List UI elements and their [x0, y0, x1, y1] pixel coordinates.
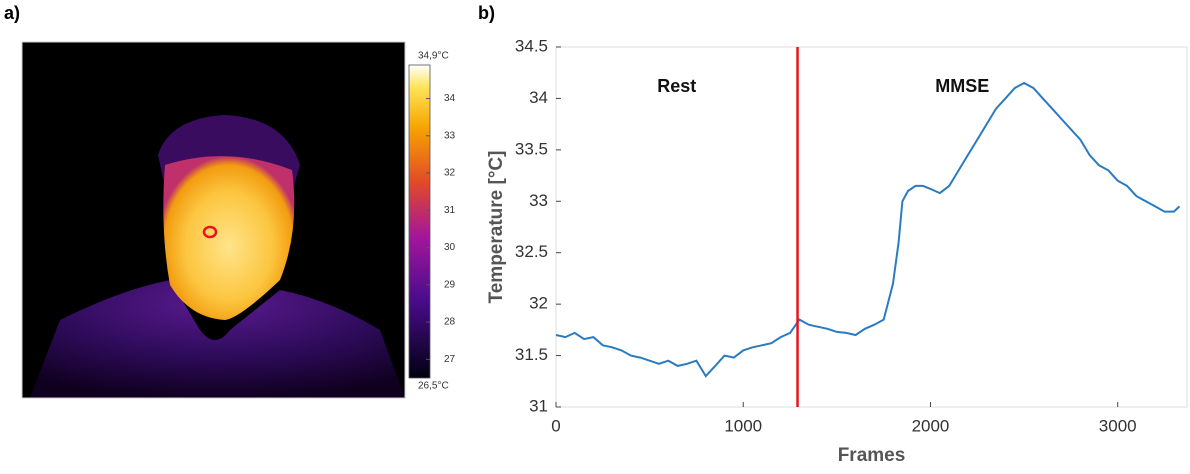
x-tick-label: 0 [551, 416, 560, 435]
colorbar-max-label: 34,9°C [418, 51, 449, 62]
plot-area [555, 46, 1188, 408]
y-tick-label: 31.5 [515, 345, 548, 364]
y-tick-label: 34.5 [515, 36, 548, 55]
x-tick-label: 1000 [724, 416, 762, 435]
x-axis-label: Frames [838, 445, 906, 466]
colorbar-tick-label: 33 [444, 130, 456, 141]
colorbar-tick-label: 34 [444, 93, 456, 104]
colorbar-min-label: 26,5°C [418, 381, 449, 392]
annotation: Rest [657, 76, 696, 96]
body [30, 280, 405, 398]
panel-label: a) [4, 3, 20, 23]
colorbar [408, 64, 431, 379]
colorbar-tick-label: 28 [444, 317, 456, 328]
colorbar-tick-label: 29 [444, 279, 456, 290]
annotation: MMSE [935, 76, 989, 96]
y-tick-label: 33.5 [515, 139, 548, 158]
image-frame [21, 41, 406, 399]
face [163, 156, 295, 320]
thermal-image [21, 41, 406, 399]
y-tick-label: 34 [529, 88, 548, 107]
y-tick-label: 32 [529, 294, 548, 313]
colorbar-tick-label: 32 [444, 168, 456, 179]
y-tick-label: 32.5 [515, 242, 548, 261]
y-tick-label: 31 [529, 396, 548, 415]
colorbar-tick-label: 31 [444, 205, 456, 216]
colorbar-tick-label: 27 [444, 354, 456, 365]
colorbar-tick-label: 30 [444, 242, 456, 253]
roi-marker [202, 225, 218, 239]
x-tick-label: 2000 [912, 416, 950, 435]
y-tick-label: 33 [529, 191, 548, 210]
x-tick-label: 3000 [1099, 416, 1137, 435]
panel-label: b) [478, 3, 495, 23]
data-line [555, 81, 1181, 378]
y-axis-label: Temperature [°C] [486, 151, 507, 304]
